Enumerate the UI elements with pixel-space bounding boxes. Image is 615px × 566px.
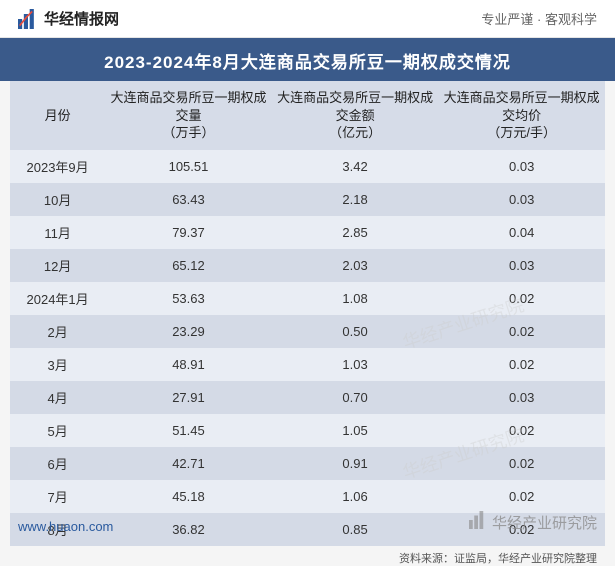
footer: www.huaon.com 华经产业研究院	[0, 509, 615, 540]
tagline-left: 专业严谨	[481, 12, 533, 27]
table-cell: 79.37	[105, 216, 272, 249]
table-cell: 1.05	[272, 414, 439, 447]
table-cell: 2023年9月	[10, 150, 105, 183]
table-cell: 0.03	[438, 249, 605, 282]
footer-brand-icon	[469, 511, 487, 534]
table-cell: 3.42	[272, 150, 439, 183]
tagline-right: 客观科学	[545, 12, 597, 27]
table-cell: 0.02	[438, 447, 605, 480]
table-row: 5月51.451.050.02	[10, 414, 605, 447]
table-cell: 7月	[10, 480, 105, 513]
table-cell: 0.02	[438, 414, 605, 447]
table-cell: 0.70	[272, 381, 439, 414]
table-cell: 0.50	[272, 315, 439, 348]
table-row: 7月45.181.060.02	[10, 480, 605, 513]
table-cell: 5月	[10, 414, 105, 447]
table-cell: 2月	[10, 315, 105, 348]
column-header: 大连商品交易所豆一期权成交量（万手）	[105, 81, 272, 150]
table-cell: 0.91	[272, 447, 439, 480]
table-cell: 48.91	[105, 348, 272, 381]
brand-name: 华经情报网	[44, 8, 119, 29]
table-cell: 42.71	[105, 447, 272, 480]
table-cell: 0.03	[438, 183, 605, 216]
brand-icon	[18, 9, 38, 29]
column-header: 大连商品交易所豆一期权成交金额（亿元）	[272, 81, 439, 150]
table-body: 2023年9月105.513.420.0310月63.432.180.0311月…	[10, 150, 605, 546]
table-row: 10月63.432.180.03	[10, 183, 605, 216]
table-cell: 2.03	[272, 249, 439, 282]
table-cell: 11月	[10, 216, 105, 249]
table-cell: 45.18	[105, 480, 272, 513]
table-cell: 1.03	[272, 348, 439, 381]
table-cell: 0.03	[438, 381, 605, 414]
table-cell: 1.06	[272, 480, 439, 513]
table-cell: 63.43	[105, 183, 272, 216]
table-cell: 0.02	[438, 348, 605, 381]
data-table: 月份大连商品交易所豆一期权成交量（万手）大连商品交易所豆一期权成交金额（亿元）大…	[10, 81, 605, 546]
table-cell: 6月	[10, 447, 105, 480]
table-cell: 2.85	[272, 216, 439, 249]
tagline-sep: ·	[537, 12, 541, 27]
table-cell: 0.02	[438, 315, 605, 348]
table-cell: 2024年1月	[10, 282, 105, 315]
table-container: 月份大连商品交易所豆一期权成交量（万手）大连商品交易所豆一期权成交金额（亿元）大…	[0, 81, 615, 546]
table-cell: 0.02	[438, 282, 605, 315]
table-cell: 51.45	[105, 414, 272, 447]
table-row: 2024年1月53.631.080.02	[10, 282, 605, 315]
table-cell: 23.29	[105, 315, 272, 348]
table-header: 月份大连商品交易所豆一期权成交量（万手）大连商品交易所豆一期权成交金额（亿元）大…	[10, 81, 605, 150]
brand-block: 华经情报网	[18, 8, 119, 29]
table-row: 12月65.122.030.03	[10, 249, 605, 282]
table-row: 3月48.911.030.02	[10, 348, 605, 381]
table-cell: 10月	[10, 183, 105, 216]
table-row: 2023年9月105.513.420.03	[10, 150, 605, 183]
column-header: 大连商品交易所豆一期权成交均价（万元/手）	[438, 81, 605, 150]
table-row: 6月42.710.910.02	[10, 447, 605, 480]
page-title: 2023-2024年8月大连商品交易所豆一期权成交情况	[0, 38, 615, 81]
footer-brand: 华经产业研究院	[469, 511, 597, 534]
table-cell: 27.91	[105, 381, 272, 414]
table-cell: 1.08	[272, 282, 439, 315]
table-cell: 3月	[10, 348, 105, 381]
table-cell: 2.18	[272, 183, 439, 216]
table-cell: 53.63	[105, 282, 272, 315]
table-cell: 4月	[10, 381, 105, 414]
table-cell: 0.03	[438, 150, 605, 183]
footer-url: www.huaon.com	[18, 519, 113, 534]
table-cell: 0.02	[438, 480, 605, 513]
table-cell: 0.04	[438, 216, 605, 249]
table-row: 11月79.372.850.04	[10, 216, 605, 249]
source-line: 资料来源：证监局，华经产业研究院整理	[0, 546, 615, 566]
column-header: 月份	[10, 81, 105, 150]
table-cell: 105.51	[105, 150, 272, 183]
table-cell: 12月	[10, 249, 105, 282]
table-row: 2月23.290.500.02	[10, 315, 605, 348]
table-cell: 65.12	[105, 249, 272, 282]
header-bar: 华经情报网 专业严谨 · 客观科学	[0, 0, 615, 38]
table-row: 4月27.910.700.03	[10, 381, 605, 414]
footer-brand-text: 华经产业研究院	[492, 512, 597, 533]
tagline: 专业严谨 · 客观科学	[481, 9, 597, 28]
